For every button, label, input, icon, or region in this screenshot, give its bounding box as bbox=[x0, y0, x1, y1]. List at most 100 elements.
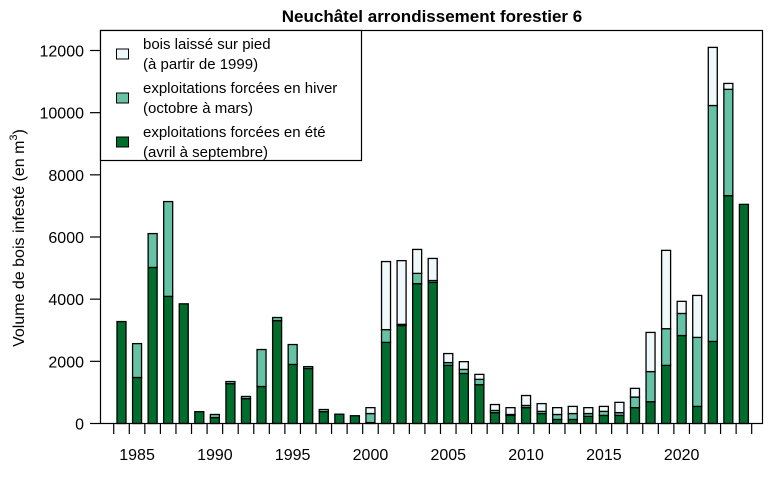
y-axis: 0 2000 4000 6000 8000 10000 12000 bbox=[40, 44, 100, 434]
bar-2006-series-2 bbox=[458, 360, 469, 371]
bar-1997-series-1 bbox=[318, 408, 329, 413]
bar-2017-series-0 bbox=[629, 406, 641, 425]
bar-2014-series-2 bbox=[583, 406, 594, 415]
x-tick-label-2020: 2020 bbox=[664, 447, 700, 464]
bar-2016-series-0 bbox=[614, 414, 625, 425]
bar-2022-series-2 bbox=[707, 46, 718, 107]
x-tick-label-2005: 2005 bbox=[430, 447, 466, 464]
bar-1990-series-1 bbox=[209, 413, 221, 419]
y-axis-label-superscript: 3 bbox=[8, 134, 20, 140]
legend-label-0: exploitations forcées en été bbox=[143, 124, 326, 141]
bar-2000-series-2 bbox=[365, 406, 376, 415]
bar-2018-series-0 bbox=[645, 401, 656, 425]
bar-1993-series-1 bbox=[256, 348, 267, 388]
bar-2005-series-0 bbox=[443, 364, 454, 425]
bar-1993-series-0 bbox=[256, 385, 267, 425]
y-tick-label-8000: 8000 bbox=[48, 168, 84, 185]
bar-2017-series-1 bbox=[629, 396, 641, 409]
legend-swatch-0 bbox=[116, 136, 129, 148]
bar-2004-series-0 bbox=[427, 281, 438, 425]
bar-2021-series-0 bbox=[692, 405, 703, 425]
bar-2019-series-2 bbox=[660, 249, 672, 330]
y-tick-label-12000: 12000 bbox=[40, 44, 85, 61]
bar-2012-series-2 bbox=[552, 406, 563, 416]
bar-2000-series-1 bbox=[365, 412, 376, 424]
bar-2007-series-2 bbox=[474, 373, 485, 381]
bar-2023-series-1 bbox=[723, 88, 734, 197]
y-axis-label: Volume de bois infesté (en m3) bbox=[8, 129, 28, 347]
bar-2006-series-0 bbox=[458, 372, 469, 425]
bar-1997-series-0 bbox=[318, 411, 329, 425]
bar-1989-series-0 bbox=[194, 411, 205, 425]
bar-1984-series-0 bbox=[116, 320, 127, 425]
bar-2001-series-2 bbox=[380, 260, 392, 331]
bar-1986-series-0 bbox=[147, 266, 158, 425]
bar-1996-series-1 bbox=[303, 365, 314, 370]
bar-1985-series-1 bbox=[131, 342, 143, 379]
svg-text:Volume de bois infesté (en m3): Volume de bois infesté (en m3) bbox=[8, 129, 28, 347]
bars-group bbox=[116, 46, 750, 425]
bar-1992-series-1 bbox=[240, 395, 252, 400]
x-tick-label-2015: 2015 bbox=[586, 447, 622, 464]
bar-2022-series-0 bbox=[707, 340, 718, 425]
x-axis: 1985 1990 1995 2000 2005 2010 2015 2020 bbox=[113, 424, 753, 464]
bar-1994-series-1 bbox=[271, 316, 283, 322]
bar-2009-series-2 bbox=[505, 406, 516, 416]
bar-2012-series-1 bbox=[552, 413, 563, 421]
x-tick-label-2010: 2010 bbox=[508, 447, 544, 464]
bar-2003-series-0 bbox=[411, 282, 423, 425]
legend-swatch-1 bbox=[116, 92, 129, 104]
bar-2001-series-1 bbox=[380, 328, 392, 344]
bar-1998-series-0 bbox=[334, 413, 345, 425]
bar-2013-series-1 bbox=[567, 412, 578, 421]
bar-1990-series-0 bbox=[209, 416, 221, 425]
bar-2003-series-2 bbox=[411, 248, 423, 275]
bar-2011-series-2 bbox=[536, 402, 547, 413]
bar-1987-series-0 bbox=[163, 295, 174, 425]
y-axis-label-end: ) bbox=[11, 129, 28, 134]
bar-2010-series-0 bbox=[520, 406, 532, 425]
bar-2003-series-1 bbox=[411, 272, 423, 285]
y-tick-label-10000: 10000 bbox=[40, 106, 85, 123]
bar-2011-series-0 bbox=[536, 412, 547, 425]
bar-2004-series-2 bbox=[427, 257, 438, 282]
x-tick-label-1985: 1985 bbox=[119, 447, 155, 464]
y-tick-label-0: 0 bbox=[75, 417, 84, 434]
legend-swatch-2 bbox=[116, 48, 129, 60]
bar-2023-series-2 bbox=[723, 82, 734, 91]
bar-2022-series-1 bbox=[707, 104, 718, 343]
bar-2015-series-2 bbox=[598, 405, 610, 413]
y-tick-label-6000: 6000 bbox=[48, 230, 84, 247]
bar-2009-series-0 bbox=[505, 414, 516, 425]
bar-2020-series-1 bbox=[676, 312, 687, 337]
x-tick-label-2000: 2000 bbox=[353, 447, 389, 464]
plot-frame bbox=[99, 29, 764, 425]
bar-1999-series-0 bbox=[349, 415, 361, 425]
bar-2020-series-0 bbox=[676, 334, 687, 425]
bar-2017-series-2 bbox=[629, 387, 641, 398]
bar-1995-series-0 bbox=[287, 363, 298, 425]
bar-1985-series-0 bbox=[131, 376, 143, 425]
x-tick-label-1990: 1990 bbox=[197, 447, 233, 464]
bar-2023-series-0 bbox=[723, 195, 734, 425]
legend-sublabel-0: (avril à septembre) bbox=[143, 144, 268, 161]
legend-sublabel-1: (octobre à mars) bbox=[143, 100, 253, 117]
bar-2001-series-0 bbox=[380, 341, 392, 425]
legend: bois laissé sur pied (à partir de 1999) ex… bbox=[99, 29, 363, 162]
bar-2008-series-0 bbox=[489, 411, 501, 425]
bar-2015-series-0 bbox=[598, 414, 610, 425]
legend-sublabel-2: (à partir de 1999) bbox=[143, 56, 258, 73]
bar-2024-series-0 bbox=[738, 203, 750, 425]
bar-2010-series-2 bbox=[520, 394, 532, 407]
bar-1995-series-1 bbox=[287, 343, 298, 366]
bar-2021-series-1 bbox=[692, 336, 703, 408]
bar-2002-series-2 bbox=[396, 259, 407, 325]
chart-title: Neuchâtel arrondissement forestier 6 bbox=[282, 7, 582, 26]
bar-1988-series-0 bbox=[178, 303, 189, 425]
y-tick-label-4000: 4000 bbox=[48, 292, 84, 309]
bar-2008-series-2 bbox=[489, 403, 501, 412]
x-tick-label-1995: 1995 bbox=[275, 447, 311, 464]
bar-2007-series-0 bbox=[474, 383, 485, 425]
bar-2019-series-1 bbox=[660, 328, 672, 367]
